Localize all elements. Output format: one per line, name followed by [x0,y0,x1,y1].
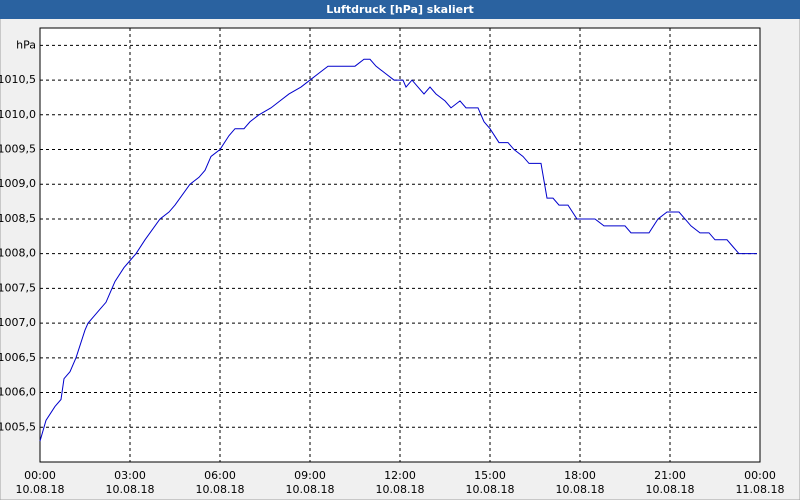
x-tick-label: 12:00 10.08.18 [376,469,425,496]
y-tick-label: hPa [16,38,36,51]
x-tick-label: 06:00 10.08.18 [196,469,245,496]
y-tick-label: 1007,0 [0,316,36,329]
y-tick-label: 1007,5 [0,281,36,294]
y-tick-label: 1008,0 [0,247,36,260]
title-bar [0,0,800,19]
y-tick-label: 1006,0 [0,386,36,399]
x-tick-label: 00:00 11.08.18 [736,469,785,496]
x-tick-label: 21:00 10.08.18 [646,469,695,496]
data-line [39,58,757,442]
x-tick-label: 09:00 10.08.18 [286,469,335,496]
x-tick-label: 18:00 10.08.18 [556,469,605,496]
chart-title: Luftdruck [hPa] skaliert [326,3,474,16]
x-tick-label: 03:00 10.08.18 [106,469,155,496]
y-tick-label: 1009,5 [0,143,36,156]
y-tick-label: 1006,5 [0,351,36,364]
y-tick-label: 1008,5 [0,212,36,225]
y-tick-label: 1005,5 [0,420,36,433]
y-tick-label: 1009,0 [0,177,36,190]
x-tick-label: 00:00 10.08.18 [16,469,65,496]
x-tick-label: 15:00 10.08.18 [466,469,515,496]
y-tick-label: 1010,5 [0,73,36,86]
y-tick-label: 1010,0 [0,108,36,121]
